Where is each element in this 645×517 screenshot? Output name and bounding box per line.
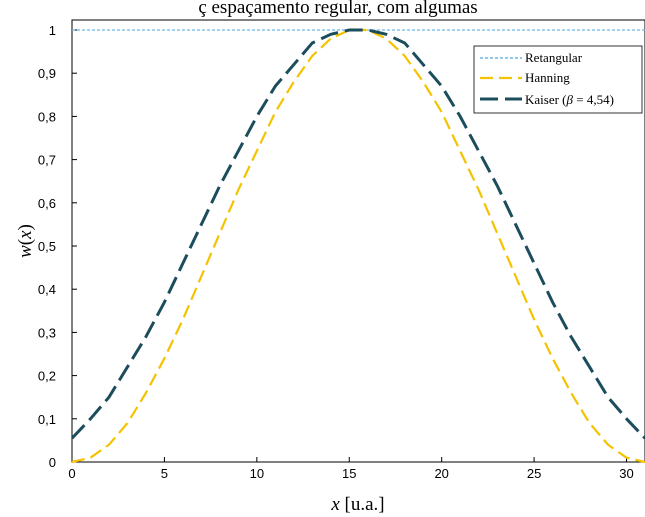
x-tick-label: 30 (619, 466, 633, 481)
y-tick-label: 0,8 (38, 109, 56, 124)
y-tick-label: 0,7 (38, 153, 56, 168)
y-tick-label: 0,2 (38, 369, 56, 384)
plot-frame (71, 19, 645, 463)
x-axis-label: x [u.a.] (330, 494, 384, 515)
y-axis-ticks: 0 0,1 0,2 0,3 0,4 0,5 0,6 0,7 0,8 0,9 1 (38, 23, 77, 470)
y-tick-label: 0,6 (38, 196, 56, 211)
x-tick-label: 15 (342, 466, 356, 481)
y-tick-label: 0,1 (38, 412, 56, 427)
x-tick-label: 5 (161, 466, 168, 481)
series-lines (70, 28, 645, 464)
legend-kaiser-pre: Kaiser ( (525, 92, 567, 107)
x-tick-label: 10 (250, 466, 264, 481)
y-tick-label: 0,4 (38, 282, 56, 297)
y-axis-func: w (15, 245, 36, 258)
legend-box (473, 45, 643, 114)
series-line-kaiser (70, 28, 645, 440)
chart-title: ç espaçamento regular, com algumas (198, 0, 477, 18)
legend-kaiser-beta: β (566, 92, 574, 107)
x-tick-label: 25 (527, 466, 541, 481)
y-tick-label: 0,9 (38, 66, 56, 81)
legend-label-hanning: Hanning (525, 70, 570, 85)
legend: Retangular Hanning Kaiser (β = 4,54) (473, 45, 643, 114)
y-axis-close: ) (15, 224, 36, 230)
legend-kaiser-post: = 4,54) (573, 92, 614, 107)
y-tick-label: 0 (49, 455, 56, 470)
y-tick-label: 0,5 (38, 239, 56, 254)
legend-label-kaiser: Kaiser (β = 4,54) (525, 92, 614, 107)
y-tick-label: 0,3 (38, 325, 56, 340)
y-axis-var: x (15, 230, 36, 240)
y-tick-label: 1 (49, 23, 56, 38)
legend-label-retangular: Retangular (525, 50, 583, 65)
x-tick-label: 20 (434, 466, 448, 481)
x-axis-unit: [u.a.] (340, 494, 385, 515)
x-axis-ticks: 0 5 10 15 20 25 30 (68, 457, 634, 481)
x-axis-var: x (330, 494, 340, 515)
x-tick-label: 0 (68, 466, 75, 481)
plot-area: 0 5 10 15 20 25 30 0 0,1 0,2 0,3 0,4 0,5 0,6 0,7 0,8 0,… (38, 19, 645, 481)
y-axis-label: w(x) (15, 224, 36, 258)
y-axis-open: ( (15, 239, 36, 245)
